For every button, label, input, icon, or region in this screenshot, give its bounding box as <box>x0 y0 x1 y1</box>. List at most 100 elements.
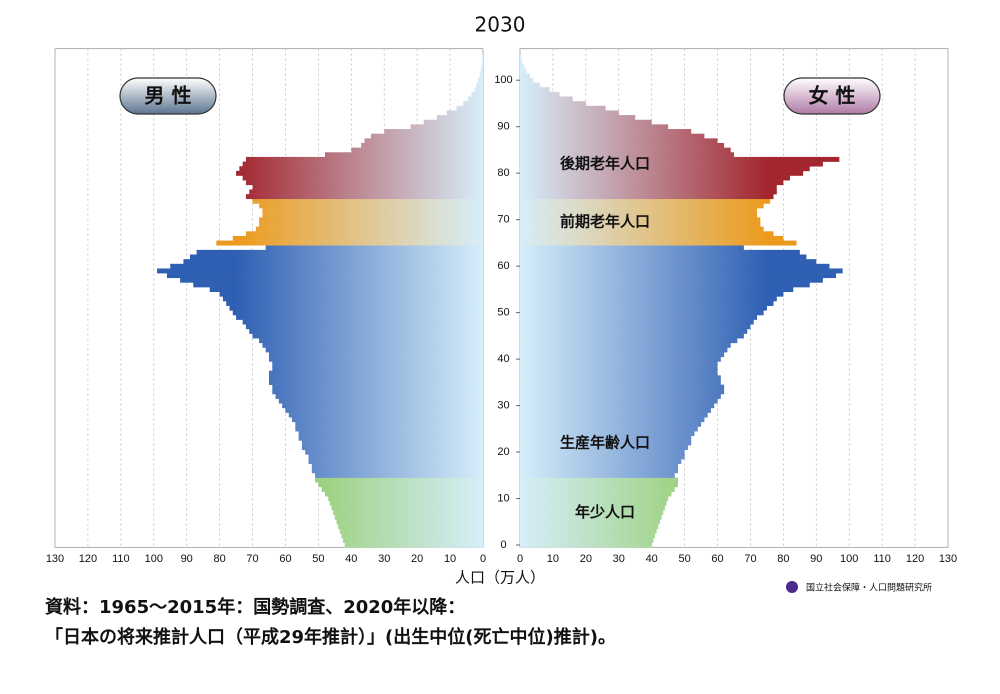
x-tick-label: 130 <box>939 553 957 565</box>
bar <box>157 268 484 274</box>
bar <box>520 231 774 237</box>
bar <box>520 101 586 107</box>
bar <box>328 496 483 502</box>
bar <box>269 375 483 381</box>
bar <box>520 184 777 190</box>
bar <box>520 328 748 334</box>
bar <box>361 142 483 148</box>
bar <box>520 180 784 186</box>
bar <box>324 491 483 497</box>
bar <box>259 338 483 344</box>
y-tick-label: 20 <box>497 446 509 458</box>
bar <box>170 263 483 269</box>
bar <box>520 347 728 353</box>
bar <box>311 463 483 469</box>
bar <box>520 412 708 418</box>
x-tick-label: 20 <box>411 553 423 565</box>
x-tick-label: 60 <box>711 553 723 565</box>
bar <box>269 356 483 362</box>
bar <box>285 407 483 413</box>
bar <box>520 249 800 255</box>
bar <box>245 324 483 330</box>
bar <box>272 384 483 390</box>
bar <box>520 54 522 60</box>
bar <box>315 472 483 478</box>
bar <box>338 524 483 530</box>
bar <box>463 101 483 107</box>
bar <box>482 59 483 65</box>
bar <box>315 477 483 483</box>
bar <box>520 454 685 460</box>
bar <box>269 352 483 358</box>
bar <box>520 263 830 269</box>
y-tick-label: 60 <box>497 260 509 272</box>
source-line: 「日本の将来推計人口（平成29年推計）」(出生中位(死亡中位)推計)。 <box>45 626 616 648</box>
bar <box>245 180 483 186</box>
bar <box>275 393 483 399</box>
bar <box>520 342 731 348</box>
bar <box>476 82 483 88</box>
bar <box>520 273 837 279</box>
bar <box>259 203 483 209</box>
bar <box>456 105 483 111</box>
bar <box>520 459 682 464</box>
bar <box>520 463 679 469</box>
y-tick-label: 100 <box>494 74 512 86</box>
bar <box>520 500 667 506</box>
bar <box>520 198 771 204</box>
bar <box>482 54 483 60</box>
bar <box>262 342 483 348</box>
bar <box>259 221 483 227</box>
bar <box>520 287 794 293</box>
x-tick-label: 0 <box>480 553 486 565</box>
bar <box>520 477 679 483</box>
bar <box>295 426 483 432</box>
x-tick-label: 40 <box>646 553 658 565</box>
bar <box>520 91 560 97</box>
bar <box>480 68 483 74</box>
bar <box>474 87 483 93</box>
y-tick-label: 0 <box>500 539 506 551</box>
bar <box>410 124 483 130</box>
bar <box>189 254 483 260</box>
bar <box>446 110 483 116</box>
bar <box>520 338 738 344</box>
bar <box>520 449 685 455</box>
bar <box>520 431 695 437</box>
x-tick-label: 70 <box>246 553 258 565</box>
bar <box>232 310 483 316</box>
bar <box>479 73 483 79</box>
bar <box>252 333 483 339</box>
bar <box>298 435 483 441</box>
bar <box>520 491 672 497</box>
bar <box>520 305 767 311</box>
bar <box>520 221 761 227</box>
x-tick-label: 30 <box>378 553 390 565</box>
bar <box>468 96 483 102</box>
logo-mark <box>786 581 798 593</box>
bar <box>520 370 718 376</box>
bar <box>222 296 483 302</box>
bar <box>520 73 530 79</box>
bar <box>520 282 810 288</box>
bar <box>209 287 483 293</box>
bar <box>344 542 483 548</box>
x-axis-label: 人口（万人） <box>455 569 545 587</box>
bar <box>331 505 483 511</box>
bar <box>262 212 483 218</box>
bar <box>520 152 734 158</box>
bar <box>272 366 483 372</box>
legend-badge <box>783 77 881 115</box>
bar <box>520 538 654 543</box>
bar <box>520 440 692 446</box>
bar <box>252 184 483 190</box>
x-tick-label: 110 <box>873 553 891 565</box>
bar <box>339 528 483 534</box>
bar <box>226 301 483 306</box>
bar <box>318 482 483 488</box>
bar <box>520 496 669 502</box>
bar <box>520 533 655 539</box>
x-tick-label: 80 <box>777 553 789 565</box>
y-tick-label: 70 <box>497 214 509 226</box>
